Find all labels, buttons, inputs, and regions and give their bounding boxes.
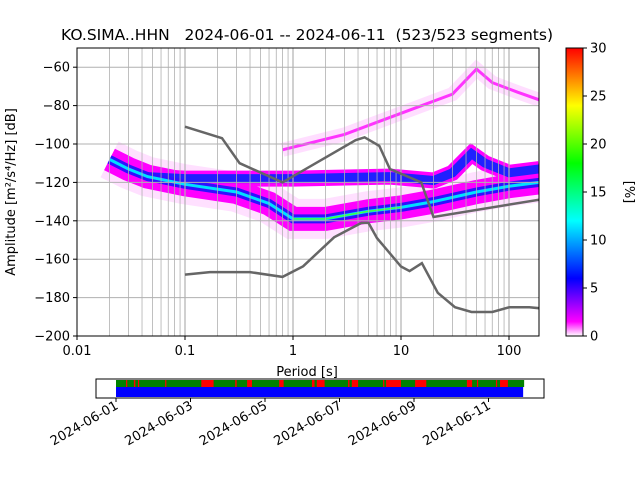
- colorbar-ticks: 0 5 10 15 20 25 30: [583, 42, 607, 345]
- gap-mark: [495, 380, 498, 387]
- gap-mark: [126, 380, 128, 387]
- noise-models: [184, 125, 539, 314]
- y-tick-label: −80: [43, 99, 70, 114]
- gap-mark: [348, 380, 350, 387]
- gap-mark: [279, 380, 284, 387]
- gap-mark: [133, 380, 136, 387]
- plot-frame: [76, 47, 540, 337]
- nhnm-curve: [184, 125, 539, 219]
- date-tick-label: 2024-06-03: [123, 398, 196, 449]
- x-tick-label: 0.01: [63, 344, 92, 359]
- gap-mark: [165, 380, 167, 387]
- grid: [77, 48, 539, 337]
- gap-mark: [137, 380, 140, 387]
- gap-mark: [476, 380, 479, 387]
- x-tick-label: 1: [289, 344, 297, 359]
- colorbar: [565, 47, 584, 337]
- gap-mark: [500, 380, 508, 387]
- y-tick-label: −60: [43, 61, 70, 76]
- upper-mode-core: [147, 147, 539, 186]
- x-tick-label: 10: [393, 344, 410, 359]
- gap-mark: [383, 380, 385, 387]
- gap-mark: [201, 380, 214, 387]
- gap-mark: [316, 380, 325, 387]
- date-tick-label: 2024-06-07: [272, 398, 345, 449]
- density-layer: [100, 59, 539, 239]
- date-tick-label: 2024-06-11: [421, 398, 494, 449]
- microseism-mode: [282, 67, 539, 152]
- gap-mark: [235, 380, 237, 387]
- colorbar-tick-label: 5: [590, 282, 598, 297]
- gap-mark: [386, 380, 401, 387]
- date-tick-label: 2024-06-01: [48, 398, 121, 449]
- colorbar-tick-label: 20: [590, 138, 607, 153]
- gap-mark: [351, 380, 359, 387]
- chart-title: KO.SIMA..HHN 2024-06-01 -- 2024-06-11 (5…: [61, 26, 553, 44]
- x-tick-label: 0.1: [175, 344, 196, 359]
- date-tick-label: 2024-06-09: [346, 398, 419, 449]
- colorbar-tick-label: 25: [590, 90, 607, 105]
- y-axis-label: Amplitude [m²/s⁴/Hz] [dB]: [4, 108, 19, 276]
- y-tick-label: −200: [34, 330, 70, 345]
- colorbar-label: [%]: [621, 181, 636, 204]
- coverage-bar: [116, 387, 524, 397]
- gap-mark: [247, 380, 252, 387]
- y-tick-label: −160: [34, 253, 70, 268]
- nlnm-curve: [184, 221, 539, 314]
- colorbar-tick-label: 30: [590, 42, 607, 57]
- gap-mark: [415, 380, 427, 387]
- x-axis-label: Period [s]: [276, 365, 338, 380]
- y-tick-label: −100: [34, 138, 70, 153]
- colorbar-tick-label: 15: [590, 186, 607, 201]
- lower-mode-max: [293, 206, 402, 220]
- colorbar-tick-label: 10: [590, 234, 607, 249]
- x-tick-label: 100: [497, 344, 522, 359]
- colorbar-tick-label: 0: [590, 330, 598, 345]
- y-tick-label: −120: [34, 176, 70, 191]
- y-tick-label: −140: [34, 214, 70, 229]
- y-tick-label: −180: [34, 291, 70, 306]
- gap-mark: [466, 380, 473, 387]
- timeline: 2024-06-01 2024-06-03 2024-06-05 2024-06-07…: [48, 378, 545, 449]
- gap-mark: [311, 380, 315, 387]
- date-tick-label: 2024-06-05: [197, 398, 270, 449]
